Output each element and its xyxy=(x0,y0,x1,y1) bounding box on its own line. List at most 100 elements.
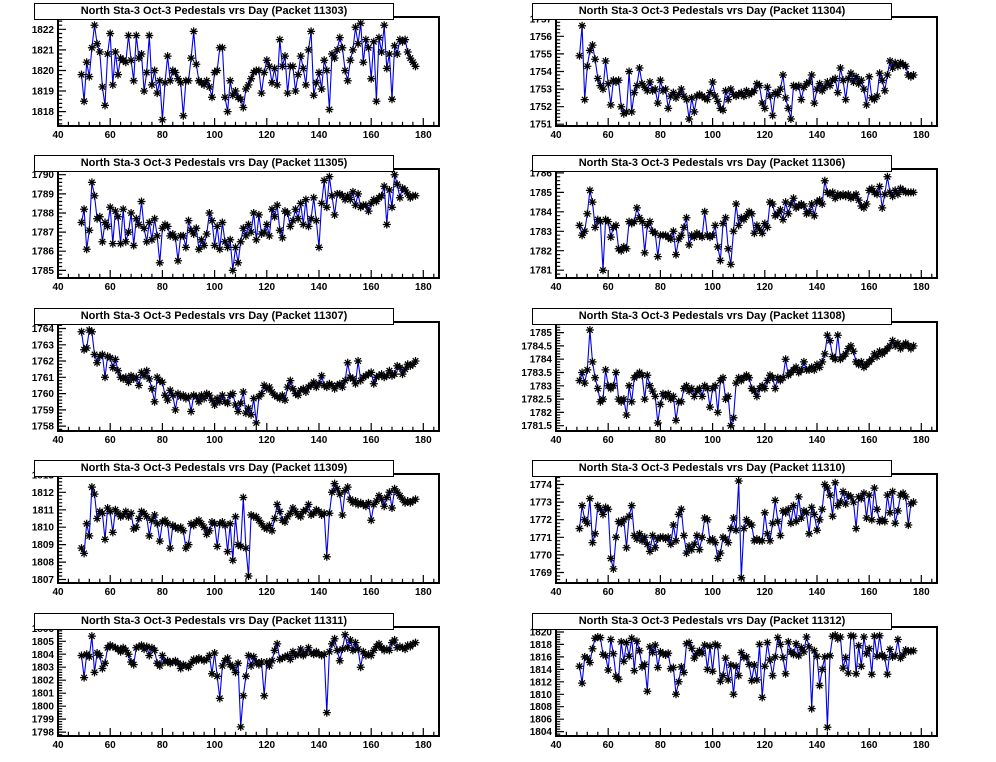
y-tick-label: 1782 xyxy=(530,408,553,419)
x-tick-label: 40 xyxy=(52,130,64,141)
x-tick-label: 80 xyxy=(655,282,667,293)
y-tick-label: 1753 xyxy=(530,85,553,96)
y-tick-label: 1784.5 xyxy=(521,341,552,352)
x-tick-label: 180 xyxy=(913,130,930,141)
chart-panel-11311: 1798179918001801180218031804180518064060… xyxy=(0,609,498,762)
y-tick-label: 1789 xyxy=(32,190,55,201)
chart-panel-11304: 1751175217531754175517561757406080100120… xyxy=(498,0,996,153)
y-tick-label: 1785 xyxy=(32,266,55,277)
x-tick-label: 160 xyxy=(363,282,380,293)
x-tick-label: 40 xyxy=(550,282,562,293)
x-tick-label: 100 xyxy=(704,740,721,751)
x-tick-label: 60 xyxy=(603,130,615,141)
x-tick-label: 100 xyxy=(206,740,223,751)
y-tick-label: 1822 xyxy=(32,25,55,36)
x-tick-label: 120 xyxy=(756,587,773,598)
chart-panel-11306: 1781 1782 1783 1784 1785 1786 40 60 80 100 120 140 1… xyxy=(498,152,996,305)
x-tick-label: 40 xyxy=(52,740,64,751)
axis-ticks xyxy=(555,168,933,279)
y-tick-label: 1760 xyxy=(32,389,55,400)
y-tick-label: 1814 xyxy=(530,664,553,675)
x-tick-label: 40 xyxy=(550,587,562,598)
x-tick-label: 100 xyxy=(206,130,223,141)
y-tick-label: 1762 xyxy=(32,356,55,367)
y-tick-label: 1790 xyxy=(32,171,55,182)
y-tick-label: 1811 xyxy=(32,505,54,516)
plot-area-11306: 1781 1782 1783 1784 1785 1786 40 60 80 100 120 140 1… xyxy=(530,168,938,293)
y-tick-label: 1808 xyxy=(32,558,55,569)
x-tick-label: 100 xyxy=(206,435,223,446)
y-tick-label: 1804 xyxy=(530,727,553,738)
x-tick-label: 140 xyxy=(311,130,328,141)
y-tick-label: 1783 xyxy=(530,381,553,392)
y-tick-label: 1808 xyxy=(530,702,553,713)
y-tick-label: 1786 xyxy=(530,169,553,180)
y-tick-label: 1818 xyxy=(32,107,55,118)
x-tick-label: 40 xyxy=(550,740,562,751)
x-tick-label: 140 xyxy=(311,587,328,598)
x-tick-label: 180 xyxy=(415,435,432,446)
x-tick-label: 140 xyxy=(809,740,826,751)
x-tick-label: 160 xyxy=(861,435,878,446)
chart-title-11307: North Sta-3 Oct-3 Pedestals vrs Day (Pac… xyxy=(34,307,394,325)
y-tick-label: 1771 xyxy=(530,533,553,544)
chart-panel-11309: 1807180818091810181118121813406080100120… xyxy=(0,457,498,610)
y-tick-label: 1784 xyxy=(530,355,553,366)
x-tick-label: 120 xyxy=(756,740,773,751)
y-tick-label: 1785 xyxy=(530,328,553,339)
x-tick-label: 100 xyxy=(704,435,721,446)
x-tick-label: 120 xyxy=(258,282,275,293)
x-tick-label: 80 xyxy=(157,740,169,751)
y-tick-label: 1756 xyxy=(530,32,553,43)
y-tick-label: 1783 xyxy=(530,227,553,238)
chart-title-11308: North Sta-3 Oct-3 Pedestals vrs Day (Pac… xyxy=(532,307,892,325)
y-tick-label: 1810 xyxy=(32,523,55,534)
chart-title-11305: North Sta-3 Oct-3 Pedestals vrs Day (Pac… xyxy=(34,155,394,173)
x-tick-label: 160 xyxy=(363,587,380,598)
y-tick-label: 1770 xyxy=(530,551,553,562)
chart-panel-11310: 1769 1770 1771 1772 1773 1774 40 60 80 100 120 140 1… xyxy=(498,457,996,610)
x-tick-label: 140 xyxy=(311,282,328,293)
plot-area-11309: 1807180818091810181118121813406080100120… xyxy=(32,471,440,598)
x-tick-label: 140 xyxy=(809,130,826,141)
plot-area-11311: 1798179918001801180218031804180518064060… xyxy=(32,623,440,751)
y-tick-label: 1784 xyxy=(530,208,553,219)
x-tick-label: 80 xyxy=(655,130,667,141)
y-tick-label: 1761 xyxy=(32,373,55,384)
x-tick-label: 180 xyxy=(913,740,930,751)
y-tick-label: 1806 xyxy=(530,714,553,725)
y-tick-label: 1812 xyxy=(32,488,55,499)
x-tick-label: 100 xyxy=(704,130,721,141)
x-tick-label: 140 xyxy=(809,282,826,293)
y-tick-label: 1821 xyxy=(32,45,55,56)
chart-title-11303: North Sta-3 Oct-3 Pedestals vrs Day (Pac… xyxy=(34,3,394,20)
chart-panel-11303: 1818 1819 1820 1821 1822 40 60 80 100 120 140 160 18… xyxy=(0,0,498,153)
y-tick-label: 1783.5 xyxy=(521,368,552,379)
x-tick-label: 60 xyxy=(603,282,615,293)
y-tick-label: 1801 xyxy=(32,688,55,699)
x-tick-label: 60 xyxy=(105,435,117,446)
x-tick-label: 100 xyxy=(206,282,223,293)
plot-area-11307: 1758 1759 1760 1761 1762 1763 1764 40 60 80 100 120… xyxy=(32,320,440,446)
y-tick-label: 1810 xyxy=(530,689,553,700)
x-tick-label: 100 xyxy=(206,587,223,598)
y-tick-label: 1764 xyxy=(32,324,55,335)
x-tick-label: 160 xyxy=(861,130,878,141)
data-markers xyxy=(575,173,918,275)
y-tick-label: 1752 xyxy=(530,102,553,113)
chart-panel-11308: 1781.5 1782 1782.5 1783 1783.5 1784 1784.5 1785… xyxy=(498,304,996,458)
chart-title-11311: North Sta-3 Oct-3 Pedestals vrs Day (Pac… xyxy=(34,612,394,630)
data-markers xyxy=(77,325,420,427)
x-tick-label: 140 xyxy=(311,740,328,751)
axis-ticks xyxy=(555,473,933,584)
y-tick-label: 1807 xyxy=(32,575,55,586)
y-tick-label: 1816 xyxy=(530,652,553,663)
y-tick-label: 1799 xyxy=(32,714,55,725)
y-tick-label: 1800 xyxy=(32,701,55,712)
y-tick-label: 1763 xyxy=(32,340,55,351)
x-tick-label: 40 xyxy=(550,130,562,141)
x-tick-label: 160 xyxy=(861,740,878,751)
y-tick-label: 1759 xyxy=(32,405,55,416)
